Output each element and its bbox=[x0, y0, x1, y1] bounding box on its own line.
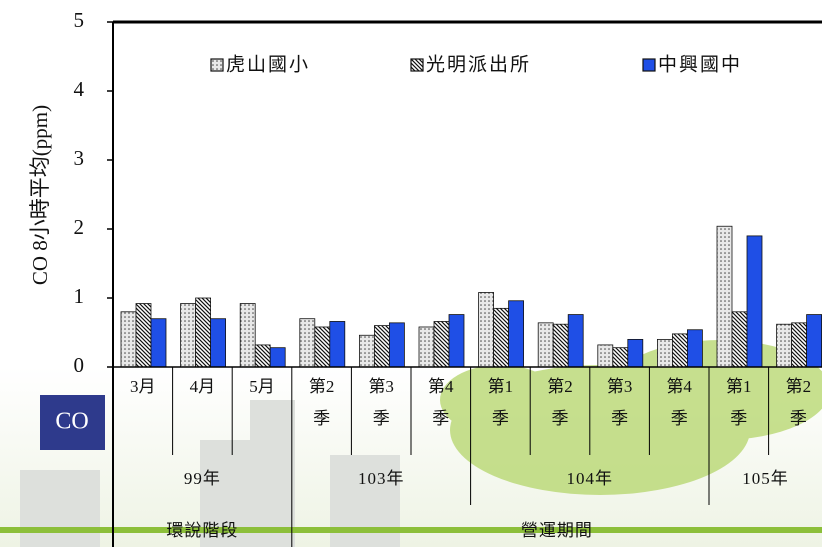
bar bbox=[509, 301, 524, 367]
legend-swatch bbox=[411, 59, 423, 71]
bar bbox=[151, 319, 166, 367]
bar bbox=[792, 323, 807, 367]
legend-swatch bbox=[211, 59, 223, 71]
bar bbox=[538, 323, 553, 367]
bar bbox=[657, 339, 672, 367]
bar bbox=[315, 327, 330, 367]
bar bbox=[121, 312, 136, 367]
y-tick-label: 4 bbox=[74, 77, 85, 101]
chart: CO CO 8小時平均(ppm) 0 1 2 3 4 5 虎山國小 光明派出所 中興國中 3月 4月… bbox=[0, 0, 822, 547]
bar bbox=[732, 312, 747, 367]
year-label: 105年 bbox=[742, 469, 789, 488]
y-tick-label: 3 bbox=[74, 146, 85, 170]
bar bbox=[300, 319, 315, 367]
bar bbox=[777, 324, 792, 367]
phase-label: 環說階段 bbox=[166, 521, 238, 540]
bar bbox=[374, 326, 389, 367]
bar bbox=[330, 321, 345, 367]
year-label: 103年 bbox=[358, 469, 405, 488]
y-axis-label: CO 8小時平均(ppm) bbox=[28, 105, 52, 285]
bar bbox=[598, 345, 613, 367]
badge: CO bbox=[55, 409, 88, 435]
bar bbox=[270, 348, 285, 367]
bar bbox=[553, 324, 568, 367]
bar bbox=[568, 315, 583, 367]
legend-swatch bbox=[643, 59, 655, 71]
bar bbox=[181, 304, 196, 367]
y-tick-label: 0 bbox=[74, 353, 85, 377]
bar bbox=[717, 226, 732, 367]
legend-label: 光明派出所 bbox=[426, 53, 531, 75]
y-tick-label: 5 bbox=[74, 8, 85, 32]
bar bbox=[449, 315, 464, 367]
x-tick-label: 3月 bbox=[130, 377, 156, 396]
ground-band bbox=[0, 527, 822, 533]
bar bbox=[196, 298, 211, 367]
bar bbox=[389, 323, 404, 367]
x-tick-label: 4月 bbox=[190, 377, 216, 396]
bar bbox=[419, 327, 434, 367]
year-label: 99年 bbox=[184, 469, 221, 488]
legend-label: 虎山國小 bbox=[226, 53, 310, 75]
bar bbox=[479, 292, 494, 367]
bar bbox=[628, 339, 643, 367]
bar bbox=[747, 236, 762, 367]
phase-label: 營運期間 bbox=[521, 521, 593, 540]
bar bbox=[240, 304, 255, 367]
bar bbox=[359, 335, 374, 367]
year-label: 104年 bbox=[567, 469, 614, 488]
x-tick-label: 5月 bbox=[249, 377, 275, 396]
bar bbox=[255, 345, 270, 367]
y-tick-label: 2 bbox=[74, 215, 85, 239]
bar bbox=[672, 334, 687, 367]
y-tick-label: 1 bbox=[74, 284, 85, 308]
bar bbox=[136, 304, 151, 367]
bar bbox=[494, 308, 509, 367]
bar bbox=[434, 321, 449, 367]
bar bbox=[687, 330, 702, 367]
bar bbox=[613, 348, 628, 367]
legend-label: 中興國中 bbox=[658, 53, 742, 75]
bar bbox=[807, 315, 822, 367]
bar bbox=[211, 319, 226, 367]
